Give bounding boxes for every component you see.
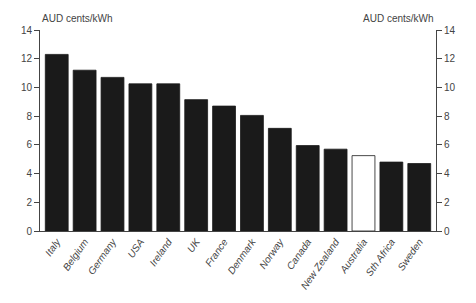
- svg-text:AUD cents/kWh: AUD cents/kWh: [363, 13, 434, 24]
- svg-text:Germany: Germany: [86, 236, 119, 277]
- svg-text:New Zealand: New Zealand: [299, 236, 342, 291]
- svg-text:0: 0: [444, 226, 450, 237]
- svg-text:10: 10: [21, 82, 33, 93]
- svg-text:14: 14: [21, 25, 33, 36]
- svg-text:Norway: Norway: [257, 236, 286, 271]
- svg-text:0: 0: [26, 226, 32, 237]
- svg-text:USA: USA: [125, 236, 146, 259]
- svg-text:Sth Africa: Sth Africa: [363, 236, 397, 278]
- svg-text:Sweden: Sweden: [395, 236, 425, 272]
- svg-text:UK: UK: [185, 236, 203, 255]
- svg-text:6: 6: [26, 139, 32, 150]
- svg-text:14: 14: [444, 25, 456, 36]
- svg-text:Canada: Canada: [284, 236, 313, 271]
- svg-text:4: 4: [26, 168, 32, 179]
- svg-text:12: 12: [444, 53, 456, 64]
- svg-text:Belgium: Belgium: [61, 237, 91, 273]
- svg-text:2: 2: [444, 197, 450, 208]
- svg-text:Australia: Australia: [337, 236, 369, 275]
- svg-text:Italy: Italy: [43, 236, 63, 258]
- svg-text:Denmark: Denmark: [225, 236, 258, 276]
- svg-text:10: 10: [444, 82, 456, 93]
- svg-text:12: 12: [21, 53, 33, 64]
- svg-text:8: 8: [444, 111, 450, 122]
- svg-text:Ireland: Ireland: [147, 236, 174, 268]
- svg-text:2: 2: [26, 197, 32, 208]
- svg-text:6: 6: [444, 139, 450, 150]
- svg-text:AUD cents/kWh: AUD cents/kWh: [42, 13, 113, 24]
- svg-text:4: 4: [444, 168, 450, 179]
- svg-text:8: 8: [26, 111, 32, 122]
- svg-text:France: France: [203, 236, 230, 268]
